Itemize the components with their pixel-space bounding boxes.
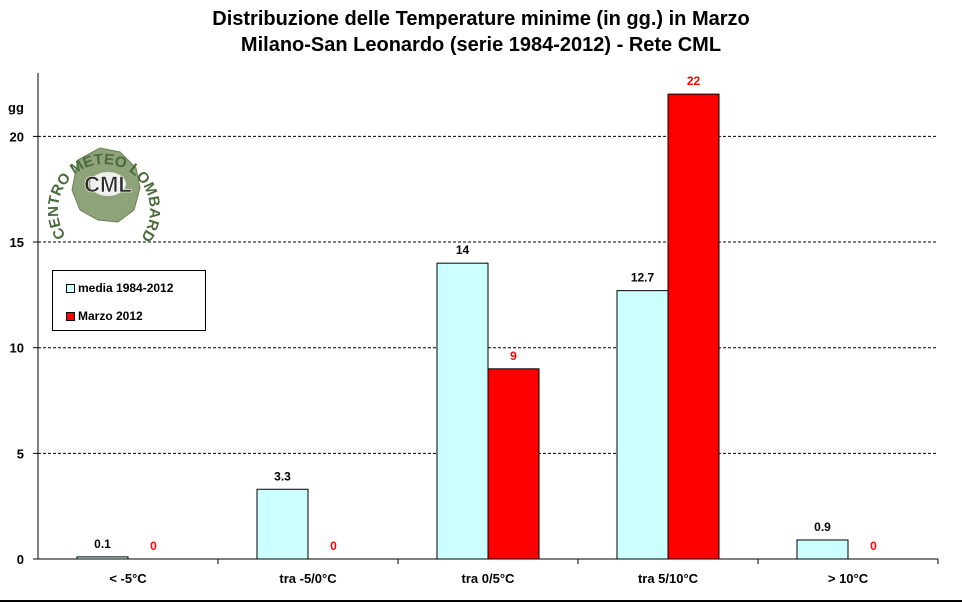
data-label-marzo: 0 xyxy=(870,539,877,553)
y-tick-label: 20 xyxy=(10,129,24,144)
bar-media xyxy=(616,290,669,560)
bar-media xyxy=(436,262,489,560)
x-tick-label: > 10°C xyxy=(828,571,869,586)
data-label-media: 14 xyxy=(456,243,470,257)
data-label-marzo: 9 xyxy=(510,349,517,363)
x-tick-label: tra -5/0°C xyxy=(279,571,337,586)
data-label-media: 3.3 xyxy=(274,469,291,483)
legend-swatch-marzo xyxy=(66,311,75,321)
legend-item-marzo: Marzo 2012 xyxy=(66,309,143,323)
y-tick-label: 15 xyxy=(10,235,24,250)
x-tick-label: tra 0/5°C xyxy=(462,571,516,586)
y-axis-label: gg xyxy=(8,100,24,115)
legend-label-marzo: Marzo 2012 xyxy=(78,309,143,323)
bar-media xyxy=(796,539,849,560)
legend-item-media: media 1984-2012 xyxy=(66,281,173,295)
data-label-media: 0.9 xyxy=(814,520,831,534)
cml-logo: CML CENTRO METEO LOMBARDO xyxy=(42,105,163,248)
data-label-marzo: 22 xyxy=(687,74,701,88)
data-label-marzo: 0 xyxy=(150,539,157,553)
logo-center-text: CML xyxy=(84,172,132,197)
chart-title: Distribuzione delle Temperature minime (… xyxy=(212,8,750,30)
data-label-media: 0.1 xyxy=(94,537,111,551)
data-label-media: 12.7 xyxy=(631,271,655,285)
x-tick-label: < -5°C xyxy=(109,571,147,586)
x-tick-label: tra 5/10°C xyxy=(638,571,699,586)
bar-marzo xyxy=(667,93,720,560)
bar-marzo xyxy=(487,368,540,560)
chart-legend: media 1984-2012 Marzo 2012 xyxy=(52,270,206,331)
y-tick-label: 0 xyxy=(17,552,24,567)
legend-swatch-media xyxy=(66,283,75,293)
y-tick-label: 5 xyxy=(17,446,24,461)
bar-media xyxy=(256,488,309,560)
data-label-marzo: 0 xyxy=(330,539,337,553)
chart-subtitle: Milano-San Leonardo (serie 1984-2012) - … xyxy=(240,34,722,56)
legend-label-media: media 1984-2012 xyxy=(78,281,174,295)
y-tick-label: 10 xyxy=(10,341,24,356)
